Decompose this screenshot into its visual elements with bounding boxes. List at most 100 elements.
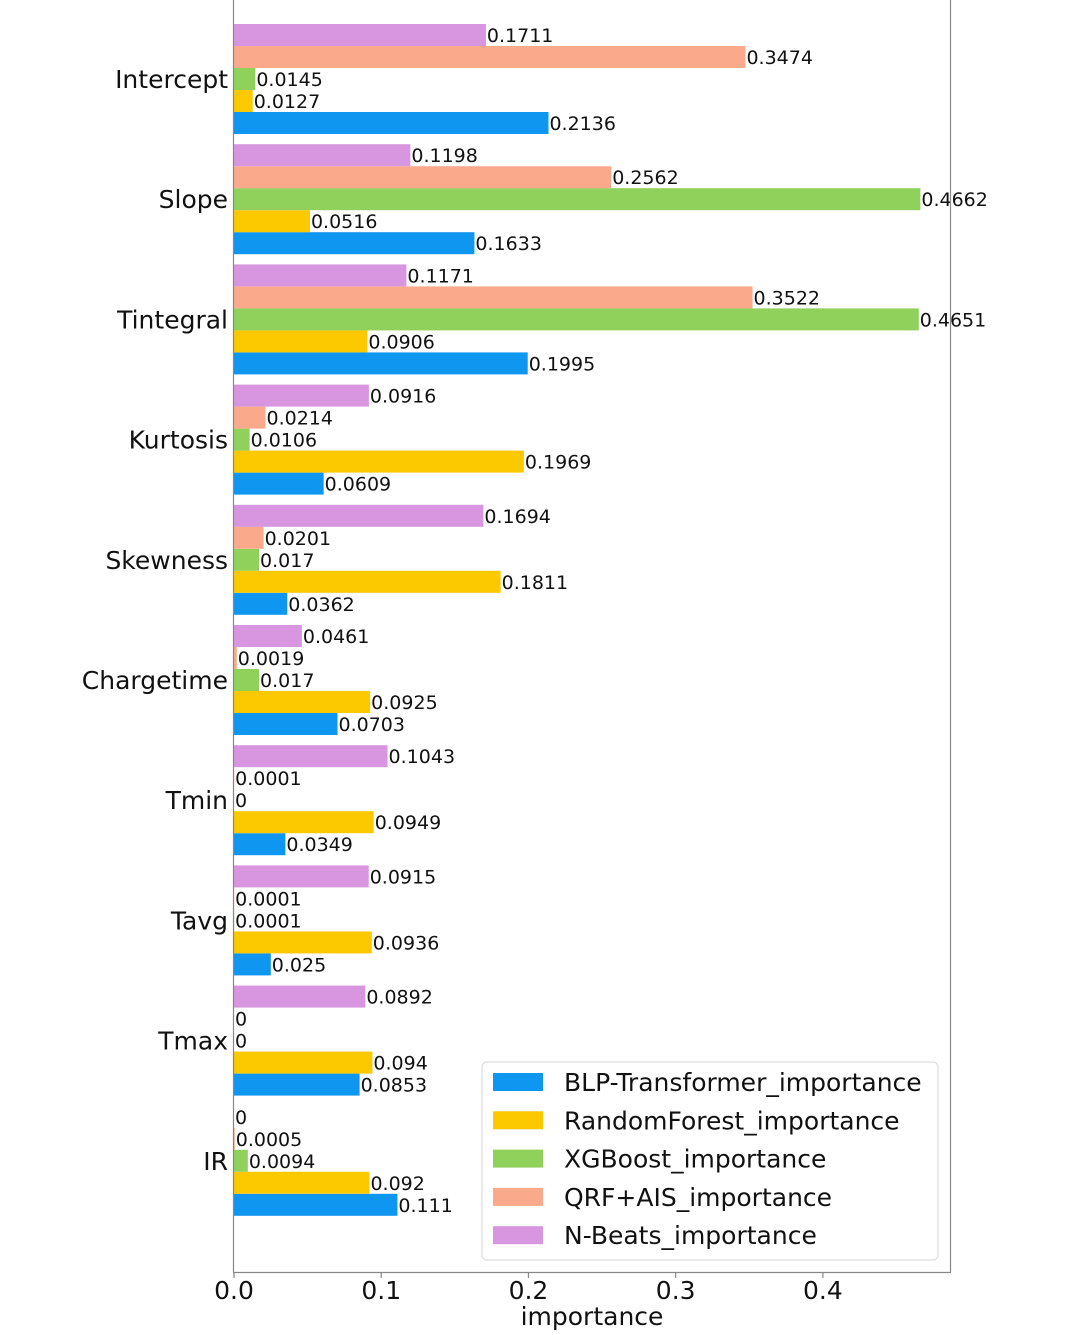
- bar: [234, 188, 921, 211]
- bar-value-label: 0.094: [373, 1053, 427, 1075]
- legend-swatch: [493, 1111, 543, 1130]
- bar-value-label: 0.0094: [249, 1151, 315, 1173]
- bar-value-label: 0.4651: [920, 309, 986, 331]
- bar-value-label: 0.0001: [235, 888, 301, 910]
- bar: [234, 384, 369, 407]
- bar: [234, 112, 549, 134]
- category-label: Slope: [159, 185, 228, 214]
- bar-value-label: 0.0516: [311, 211, 377, 233]
- bar-value-label: 0.0201: [265, 528, 331, 550]
- bar-value-label: 0.0853: [361, 1075, 427, 1097]
- bar-value-label: 0.0915: [370, 866, 436, 888]
- bar: [234, 264, 407, 287]
- bar-value-label: 0.0906: [368, 331, 434, 353]
- bar: [234, 691, 371, 713]
- bar: [234, 931, 372, 954]
- bar: [234, 68, 256, 90]
- bar-value-label: 0.3474: [746, 47, 812, 69]
- bar: [234, 232, 475, 255]
- bar: [234, 811, 374, 834]
- legend-label: BLP-Transformer_importance: [564, 1068, 922, 1097]
- bar: [234, 570, 501, 593]
- bar: [234, 428, 250, 451]
- category-label: IR: [203, 1147, 228, 1176]
- x-axis-ticks-group: 0.0 0.1 0.2 0.3 0.4: [214, 1272, 843, 1305]
- bar-value-label: 0.1711: [487, 25, 553, 47]
- bar-value-label: 0.1043: [389, 746, 455, 768]
- legend: BLP-Transformer_importance RandomForest_i…: [481, 1061, 939, 1261]
- legend-label: QRF+AIS_importance: [564, 1183, 832, 1212]
- bar-value-label: 0.092: [370, 1173, 424, 1195]
- bar: [234, 745, 388, 768]
- bar-value-label: 0: [235, 1031, 247, 1053]
- bar-value-label: 0.017: [260, 550, 314, 572]
- legend-swatch: [493, 1149, 543, 1168]
- legend-label: XGBoost_importance: [564, 1145, 826, 1174]
- category-label: Chargetime: [82, 666, 228, 695]
- legend-swatch: [493, 1187, 543, 1206]
- category-label: Intercept: [115, 65, 228, 94]
- bar: [234, 504, 484, 527]
- bar: [234, 472, 324, 495]
- bar: [234, 592, 288, 615]
- bar: [234, 1051, 373, 1074]
- legend-swatch: [493, 1073, 543, 1091]
- bar: [234, 166, 612, 189]
- legend-swatch: [493, 1226, 543, 1245]
- bar-value-label: 0.0703: [339, 714, 405, 736]
- bar-value-label: 0.0005: [236, 1129, 302, 1151]
- bar-value-label: 0.0949: [375, 812, 441, 834]
- bar-value-label: 0.0349: [286, 834, 352, 856]
- bar: [234, 548, 260, 571]
- bar: [234, 90, 253, 112]
- bar-value-label: 0: [235, 790, 247, 812]
- bar: [234, 833, 286, 856]
- bar: [234, 647, 237, 669]
- bar-value-label: 0.2562: [612, 167, 678, 189]
- x-tick-label: 0.0: [214, 1276, 254, 1305]
- x-tick-label: 0.1: [361, 1276, 401, 1305]
- bar: [234, 865, 369, 888]
- bar-value-label: 0.0019: [238, 648, 304, 670]
- bar-value-label: 0.1198: [411, 145, 477, 167]
- bar: [234, 713, 338, 735]
- bar-value-label: 0.3522: [754, 287, 820, 309]
- bar: [234, 625, 302, 647]
- bar-value-label: 0.1969: [525, 452, 591, 474]
- bar-value-label: 0.1811: [502, 572, 568, 594]
- legend-frame: [481, 1061, 939, 1261]
- category-label: Tintegral: [116, 305, 228, 334]
- bar: [234, 46, 746, 68]
- bar: [234, 330, 368, 353]
- x-tick-label: 0.4: [803, 1276, 843, 1305]
- x-tick-label: 0.2: [509, 1276, 549, 1305]
- bar: [234, 953, 271, 976]
- category-label: Tavg: [170, 906, 228, 935]
- bar: [234, 406, 266, 429]
- bar: [234, 210, 310, 233]
- bar: [234, 144, 411, 167]
- bar-value-label: 0: [235, 1107, 247, 1129]
- bar-value-label: 0.0936: [373, 932, 439, 954]
- bar-value-label: 0.4662: [921, 189, 987, 211]
- bar: [234, 1171, 370, 1194]
- bar-value-label: 0.0214: [267, 408, 333, 430]
- bar-value-label: 0.0106: [251, 430, 317, 452]
- category-label: Tmin: [165, 786, 228, 815]
- bar: [234, 985, 366, 1008]
- legend-label: N-Beats_importance: [564, 1221, 817, 1250]
- bar: [234, 286, 753, 309]
- bar-value-label: 0.0145: [256, 69, 322, 91]
- bar-value-label: 0.1633: [475, 233, 541, 255]
- bar: [234, 1127, 235, 1150]
- bar-value-label: 0.0127: [254, 91, 320, 113]
- bars-group: [234, 24, 921, 1216]
- category-labels-group: Intercept Slope Tintegral Kurtosis Skewness C…: [82, 65, 228, 1176]
- category-label: Skewness: [105, 546, 228, 575]
- bar: [234, 1073, 360, 1096]
- bar: [234, 352, 528, 375]
- bar: [234, 450, 524, 473]
- bar-value-label: 0.0001: [235, 910, 301, 932]
